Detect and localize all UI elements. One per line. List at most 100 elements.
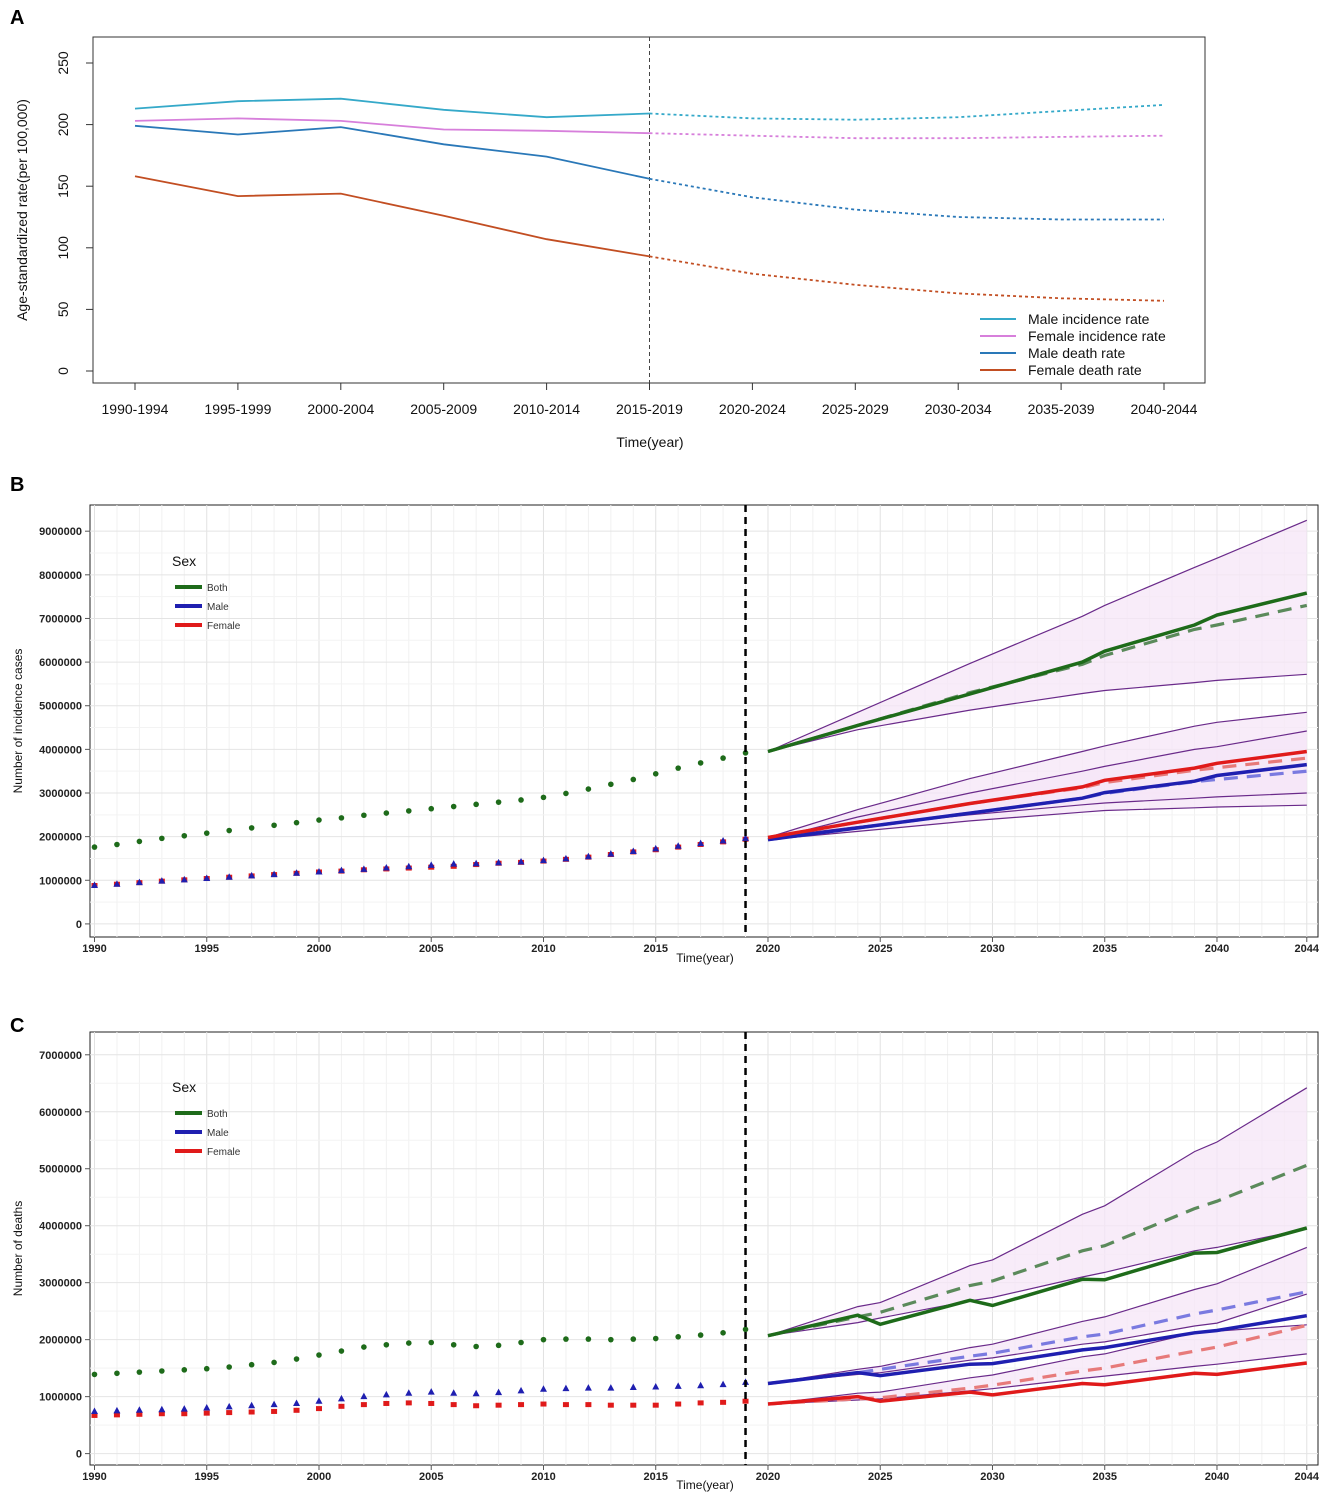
- obs-both-point: [181, 1367, 188, 1373]
- obs-both-point: [428, 805, 435, 812]
- obs-both-point: [540, 1336, 547, 1343]
- panel-a: A 0 50 100 150 200 250 1990-1994 1995-1999 2000-2…: [10, 7, 1206, 450]
- obs-female-point: [630, 1402, 637, 1408]
- ytick-label-6000000: 6000000: [39, 657, 82, 669]
- obs-male-point: [584, 852, 592, 860]
- obs-male-point: [495, 858, 503, 866]
- obs-male-point: [450, 1389, 458, 1396]
- panel-a-xtick-label-5: 2015-2019: [616, 401, 683, 417]
- projection-both: [767, 1226, 1308, 1338]
- xtick-label-2005: 2005: [419, 1471, 443, 1483]
- panel-a-xtick-label-4: 2010-2014: [513, 401, 580, 417]
- panel-a-xtick-label-9: 2035-2039: [1028, 401, 1095, 417]
- legend-label-female: Female: [207, 1147, 241, 1158]
- panel-c-letter: C: [10, 1015, 24, 1037]
- obs-both-point: [697, 1332, 704, 1338]
- obs-female-point: [473, 1403, 480, 1409]
- obs-female-point: [91, 1412, 98, 1418]
- panel-a-ytick-label-150: 150: [55, 174, 71, 198]
- obs-male-point: [180, 875, 188, 883]
- xtick-label-2000: 2000: [307, 1471, 331, 1483]
- obs-male-point: [719, 1380, 727, 1388]
- band-upper-both: [767, 519, 1308, 753]
- xtick-label-2010: 2010: [531, 1471, 555, 1483]
- ylabel: Number of deaths: [11, 1201, 25, 1296]
- xtick-label-2030: 2030: [980, 1471, 1004, 1483]
- obs-both-point: [630, 776, 637, 783]
- obs-both-point: [203, 1365, 210, 1372]
- ytick-label-2000000: 2000000: [39, 1335, 82, 1347]
- obs-male-point: [697, 839, 705, 847]
- ytick-label-6000000: 6000000: [39, 1107, 82, 1119]
- xtick-label-1995: 1995: [194, 1471, 218, 1483]
- ytick-label-5000000: 5000000: [39, 1164, 82, 1176]
- obs-male-point: [562, 854, 570, 862]
- obs-both-point: [495, 1342, 502, 1349]
- obs-both-point: [203, 830, 210, 836]
- obs-female-point: [720, 1399, 727, 1405]
- obs-female-point: [248, 1409, 255, 1415]
- legend-label-both: Both: [207, 1109, 228, 1120]
- obs-male-point: [472, 1389, 480, 1397]
- xtick-label-1990: 1990: [82, 1471, 106, 1483]
- obs-both-point: [248, 1361, 255, 1368]
- obs-male-point: [607, 1384, 615, 1391]
- panel-a-xtick-label-8: 2030-2034: [925, 401, 992, 417]
- obs-both-point: [473, 1343, 479, 1350]
- panel-a-series-1-projected: [649, 132, 1165, 140]
- xtick-label-1990: 1990: [82, 943, 106, 955]
- obs-both-point: [450, 1341, 457, 1348]
- obs-both-point: [720, 755, 726, 761]
- obs-both-point: [293, 819, 300, 826]
- obs-both-point: [608, 781, 614, 788]
- obs-male-point: [337, 866, 345, 874]
- obs-male-point: [360, 1392, 368, 1400]
- obs-female-point: [293, 1407, 300, 1413]
- band-upper-female: [767, 711, 1307, 839]
- panel-a-ytick-label-0: 0: [55, 367, 71, 375]
- obs-both-point: [136, 1369, 143, 1375]
- obs-male-point: [517, 1386, 525, 1394]
- panel-a-legend-label-3: Female death rate: [1028, 362, 1142, 378]
- ytick-label-4000000: 4000000: [39, 1221, 82, 1233]
- obs-both-point: [316, 817, 322, 823]
- obs-both-point: [405, 808, 412, 814]
- xtick-label-2044: 2044: [1295, 1471, 1320, 1483]
- panel-a-xtick-label-1: 1995-1999: [204, 401, 271, 417]
- obs-male-point: [360, 865, 368, 872]
- ytick-label-3000000: 3000000: [39, 788, 82, 800]
- obs-male-point: [562, 1384, 570, 1392]
- projection-female: [767, 749, 1308, 840]
- ytick-label-0: 0: [76, 1449, 82, 1461]
- obs-male-point: [337, 1394, 345, 1402]
- xtick-label-2025: 2025: [868, 943, 892, 955]
- legend-label-both: Both: [207, 583, 228, 594]
- ytick-label-4000000: 4000000: [39, 744, 82, 756]
- ylabel: Number of incidence cases: [11, 649, 25, 794]
- panel-a-series-3-projected: [649, 255, 1165, 302]
- obs-female-point: [271, 1408, 278, 1414]
- obs-male-point: [472, 859, 480, 867]
- projection-both: [767, 591, 1308, 754]
- obs-both-point: [293, 1356, 300, 1362]
- panel-a-xtick-label-3: 2005-2009: [410, 401, 477, 417]
- obs-female-point: [585, 1402, 592, 1408]
- trend-male: [767, 1290, 1308, 1386]
- obs-both-point: [91, 844, 98, 850]
- xtick-label-2035: 2035: [1092, 943, 1116, 955]
- band-lower-both: [767, 673, 1307, 753]
- obs-both-point: [697, 760, 704, 766]
- obs-both-point: [630, 1336, 637, 1342]
- xtick-label-2035: 2035: [1092, 1471, 1116, 1483]
- obs-female-point: [675, 1401, 682, 1407]
- obs-female-point: [158, 1411, 165, 1417]
- obs-both-point: [114, 1370, 120, 1377]
- band-female: [768, 1324, 1307, 1404]
- obs-male-point: [629, 847, 637, 854]
- obs-male-point: [293, 1399, 301, 1406]
- panel-a-ytick-label-200: 200: [55, 113, 71, 137]
- obs-both-point: [720, 1330, 726, 1336]
- obs-female-point: [562, 1402, 569, 1408]
- panel-a-ytick-label-50: 50: [55, 301, 71, 317]
- obs-male-point: [427, 1388, 435, 1395]
